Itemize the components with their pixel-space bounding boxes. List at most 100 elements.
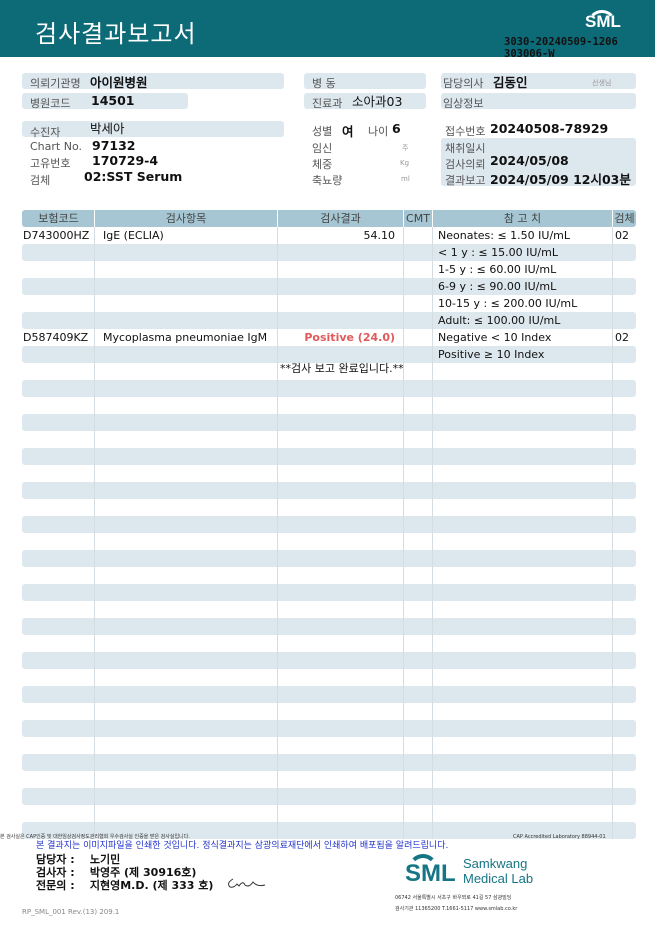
table-cell	[404, 448, 433, 465]
sex-value: 여	[342, 124, 354, 139]
collect-label: 채취일시	[445, 142, 486, 155]
table-cell	[404, 584, 433, 601]
table-cell	[404, 567, 433, 584]
table-cell	[22, 669, 95, 686]
table-cell	[278, 516, 404, 533]
urine-unit: ml	[401, 175, 410, 183]
table-cell	[22, 448, 95, 465]
table-row	[22, 771, 636, 788]
table-cell	[22, 686, 95, 703]
table-cell	[433, 669, 613, 686]
table-cell	[613, 261, 636, 278]
table-cell	[22, 822, 95, 839]
table-cell	[95, 805, 278, 822]
pregnancy-unit: 주	[402, 144, 409, 152]
table-cell	[22, 482, 95, 499]
table-cell	[278, 363, 404, 380]
table-cell	[95, 346, 278, 363]
table-cell	[404, 822, 433, 839]
table-cell	[278, 482, 404, 499]
weight-unit: Kg	[400, 159, 410, 167]
signature-icon	[228, 878, 266, 888]
table-cell	[613, 686, 636, 703]
table-row	[22, 533, 636, 550]
table-cell	[95, 278, 278, 295]
table-cell	[278, 244, 404, 261]
staff-tester: 검사자 : 박영주 (제 30916호)	[36, 866, 197, 879]
table-cell	[433, 686, 613, 703]
table-cell	[613, 805, 636, 822]
table-cell	[22, 533, 95, 550]
table-cell	[95, 431, 278, 448]
table-cell	[433, 363, 613, 380]
table-cell	[22, 278, 95, 295]
table-cell	[433, 567, 613, 584]
table-cell	[22, 363, 95, 380]
table-cell	[22, 397, 95, 414]
table-row	[22, 703, 636, 720]
table-row	[22, 380, 636, 397]
table-cell	[433, 431, 613, 448]
table-cell	[433, 414, 613, 431]
table-cell	[404, 312, 433, 329]
table-cell	[95, 533, 278, 550]
table-cell	[404, 771, 433, 788]
table-cell	[95, 465, 278, 482]
table-cell	[404, 703, 433, 720]
col-specimen: 검체	[614, 212, 635, 225]
report-value: 2024/05/09 12시03분	[490, 172, 631, 187]
table-cell	[404, 261, 433, 278]
table-row: D587409KZ Mycoplasma pneumoniae IgM Positi…	[22, 329, 636, 346]
table-cell	[278, 584, 404, 601]
unique-label: 고유번호	[30, 157, 71, 170]
header-band: 검사결과보고서 SML	[0, 0, 655, 57]
urine-label: 축뇨량	[312, 174, 343, 187]
institution-label: 의뢰기관명	[30, 77, 81, 90]
table-cell	[404, 346, 433, 363]
col-result: 검사결과	[278, 210, 404, 227]
table-cell	[404, 431, 433, 448]
request-label: 검사의뢰	[445, 158, 486, 171]
table-cell	[278, 805, 404, 822]
pregnancy-label: 임신	[312, 142, 333, 155]
table-cell	[95, 380, 278, 397]
document-number: 3030-20240509-1206 303006-W	[504, 36, 618, 60]
table-row: D743000HZ IgE (ECLIA) 54.10 Neonates: ≤ 1.5…	[22, 227, 636, 244]
table-cell	[613, 635, 636, 652]
table-row	[22, 584, 636, 601]
table-row	[22, 788, 636, 805]
table-row: 1-5 y : ≤ 60.00 IU/mL	[22, 261, 636, 278]
table-row	[22, 652, 636, 669]
table-row: Adult: ≤ 100.00 IU/mL	[22, 312, 636, 329]
table-cell	[22, 414, 95, 431]
table-cell	[404, 397, 433, 414]
table-cell	[95, 635, 278, 652]
table-cell	[95, 822, 278, 839]
table-cell	[404, 227, 433, 244]
table-cell	[404, 788, 433, 805]
receipt-value: 20240508-78929	[490, 121, 609, 136]
table-cell	[404, 516, 433, 533]
table-row	[22, 805, 636, 822]
table-cell	[613, 295, 636, 312]
table-cell	[404, 533, 433, 550]
table-cell: < 1 y : ≤ 15.00 IU/mL	[433, 244, 613, 261]
table-cell: Positive (24.0)	[278, 329, 404, 346]
table-cell	[613, 618, 636, 635]
table-cell	[22, 618, 95, 635]
table-cell	[22, 720, 95, 737]
table-cell	[278, 465, 404, 482]
table-cell	[433, 584, 613, 601]
table-cell	[613, 414, 636, 431]
table-cell	[613, 346, 636, 363]
table-cell	[404, 363, 433, 380]
ward-label: 병 동	[312, 77, 336, 90]
table-cell: 1-5 y : ≤ 60.00 IU/mL	[433, 261, 613, 278]
table-cell	[404, 278, 433, 295]
table-cell	[22, 737, 95, 754]
table-cell	[278, 261, 404, 278]
table-cell	[404, 737, 433, 754]
table-cell	[433, 771, 613, 788]
table-cell	[95, 261, 278, 278]
table-row	[22, 686, 636, 703]
